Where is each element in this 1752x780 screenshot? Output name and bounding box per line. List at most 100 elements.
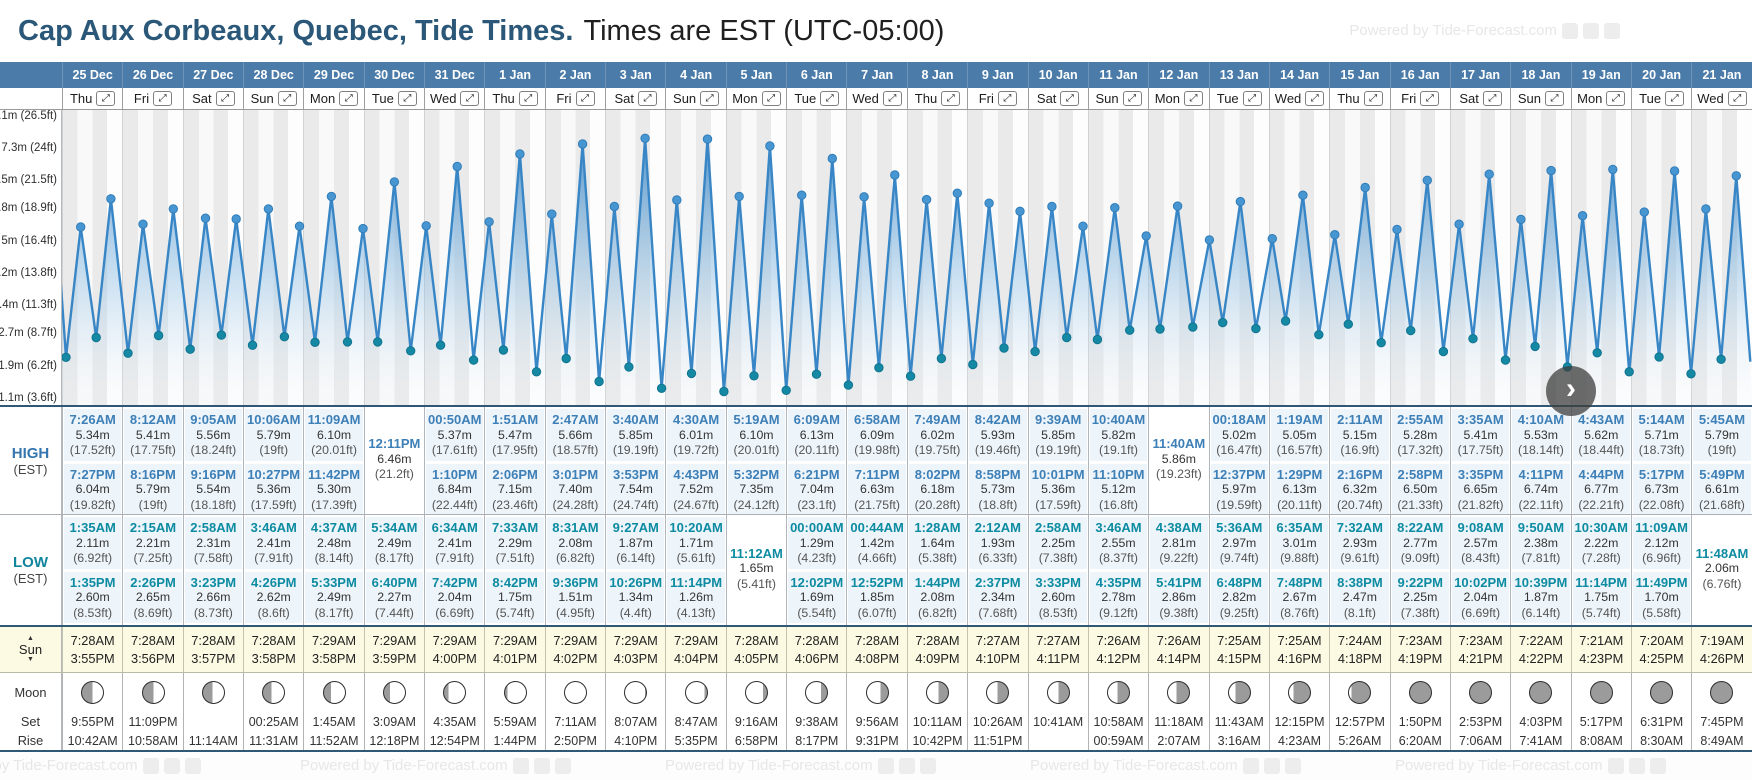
moonrise-row: Rise 10:42AM 10:58AM 11:14AM 11:31AM 11:52AM… xyxy=(0,731,1752,752)
low-tide-height-ft: (9.22ft) xyxy=(1159,551,1199,565)
sunset-time: 4:11PM xyxy=(1036,650,1080,666)
high-tide-time: 7:49AM xyxy=(914,412,961,427)
expand-day-button[interactable]: ⤢ xyxy=(1122,91,1142,106)
high-tide-cell: 6:09AM 6.13m (20.11ft) 6:21PM 7.04m (23.1ft) xyxy=(786,407,846,514)
high-tide-entry: 00:18AM 5.02m (16.47ft) xyxy=(1210,409,1268,461)
watermark-badge-icon xyxy=(1649,757,1666,774)
expand-day-button[interactable]: ⤢ xyxy=(1420,91,1440,106)
high-tide-height-ft: (21.68ft) xyxy=(1699,497,1745,512)
expand-day-button[interactable]: ⤢ xyxy=(997,91,1017,106)
weekday-label: Wed xyxy=(1697,91,1724,106)
weekday-cell: Wed ⤢ xyxy=(846,88,906,109)
high-tide-time: 4:10AM xyxy=(1517,412,1565,427)
high-tide-entry: 8:58PM 5.73m (18.8ft) xyxy=(969,463,1027,514)
high-tide-height-ft: (17.52ft) xyxy=(69,443,116,457)
moon-phase-icon xyxy=(624,681,648,704)
high-tide-entry: 4:43AM 5.62m (18.44ft) xyxy=(1572,409,1630,461)
low-tide-entry: 10:30AM 2.22m (7.28ft) xyxy=(1572,517,1630,569)
high-tide-cell: 00:18AM 5.02m (16.47ft) 12:37PM 5.97m (19.59f… xyxy=(1208,407,1269,514)
high-tide-time: 1:51AM xyxy=(491,412,539,427)
expand-day-button[interactable]: ⤢ xyxy=(277,91,297,106)
high-tide-time: 3:01PM xyxy=(552,466,599,482)
low-tide-height-ft: (6.69ft) xyxy=(1461,605,1501,620)
expand-day-button[interactable]: ⤢ xyxy=(153,91,173,106)
sunset-time: 3:58PM xyxy=(251,650,296,666)
expand-day-button[interactable]: ⤢ xyxy=(700,91,720,106)
high-tide-height-ft: (18.8ft) xyxy=(978,497,1018,512)
expand-day-button[interactable]: ⤢ xyxy=(1665,91,1685,106)
sun-sort-down-icon[interactable]: ▼ xyxy=(27,656,34,663)
expand-day-button[interactable]: ⤢ xyxy=(1606,91,1626,106)
sunset-time: 4:19PM xyxy=(1398,650,1443,666)
high-tide-entry: 2:06PM 7.15m (23.46ft) xyxy=(486,463,544,514)
high-tide-time: 6:21PM xyxy=(794,466,840,482)
expand-day-button[interactable]: ⤢ xyxy=(339,91,359,106)
high-tide-height-m: 6.01m xyxy=(679,427,714,442)
tide-extreme-dot xyxy=(561,353,571,364)
expand-day-button[interactable]: ⤢ xyxy=(1363,91,1383,106)
low-tide-height-ft: (8.43ft) xyxy=(1461,551,1501,565)
moon-phase-icon xyxy=(684,681,708,704)
high-tide-time: 3:53PM xyxy=(613,466,659,482)
expand-day-button[interactable]: ⤢ xyxy=(96,91,116,106)
expand-day-button[interactable]: ⤢ xyxy=(1242,91,1262,106)
tide-extreme-dot xyxy=(1577,211,1588,221)
expand-day-button[interactable]: ⤢ xyxy=(1060,91,1080,106)
tide-extreme-dot xyxy=(1654,352,1664,362)
expand-day-button[interactable]: ⤢ xyxy=(638,91,658,106)
date-header-cell: 2 Jan xyxy=(544,62,605,88)
low-tide-time: 1:44PM xyxy=(914,574,961,590)
expand-day-button[interactable]: ⤢ xyxy=(518,91,538,106)
tide-extreme-dot xyxy=(468,355,479,365)
expand-day-button[interactable]: ⤢ xyxy=(215,91,235,106)
high-tide-height-m: 5.47m xyxy=(497,427,533,442)
low-tide-entry: 7:32AM 2.93m (9.61ft) xyxy=(1331,517,1389,569)
high-tide-height-m: 5.79m xyxy=(256,427,291,442)
sunrise-time: 7:29AM xyxy=(432,632,477,648)
tide-extreme-dot xyxy=(1314,330,1324,340)
sunset-time: 3:57PM xyxy=(191,650,236,666)
expand-day-button[interactable]: ⤢ xyxy=(460,91,480,106)
weekday-label: Thu xyxy=(914,91,938,106)
expand-day-button[interactable]: ⤢ xyxy=(941,91,961,106)
sun-sort-up-icon[interactable]: ▲ xyxy=(27,635,34,642)
expand-day-button[interactable]: ⤢ xyxy=(1184,91,1203,106)
high-tide-height-m: 5.54m xyxy=(196,482,231,496)
sunrise-time: 7:23AM xyxy=(1458,632,1503,648)
high-tide-entry: 2:55AM 5.28m (17.32ft) xyxy=(1391,409,1449,461)
tide-extreme-dot xyxy=(734,191,744,202)
tide-extreme-dot xyxy=(1530,341,1540,352)
low-tide-entry: 00:00AM 1.29m (4.23ft) xyxy=(788,517,846,569)
high-tide-entry: 2:47AM 5.66m (18.57ft) xyxy=(546,409,605,461)
expand-day-button[interactable]: ⤢ xyxy=(397,91,417,106)
high-tide-time: 11:09AM xyxy=(307,412,361,427)
expand-day-button[interactable]: ⤢ xyxy=(1727,91,1747,106)
high-tide-cell: 8:42AM 5.93m (19.46ft) 8:58PM 5.73m (18.8ft) xyxy=(967,407,1027,514)
high-tide-cell: 2:47AM 5.66m (18.57ft) 3:01PM 7.40m (24.28ft) xyxy=(544,407,605,514)
expand-day-button[interactable]: ⤢ xyxy=(761,91,781,106)
low-tide-entry: 1:44PM 2.08m (6.82ft) xyxy=(908,571,967,623)
high-tide-height-m: 5.85m xyxy=(1041,427,1076,442)
expand-day-button[interactable]: ⤢ xyxy=(1482,91,1502,106)
low-tide-height-ft: (7.44ft) xyxy=(374,605,414,620)
high-tide-entry: 4:44PM 6.77m (22.21ft) xyxy=(1572,463,1630,514)
watermark-badge-icon xyxy=(1628,757,1645,774)
tide-extreme-dot xyxy=(342,337,353,347)
weekday-label: Thu xyxy=(492,91,515,106)
low-tide-entry: 2:15AM 2.21m (7.25ft) xyxy=(124,517,182,569)
expand-day-button[interactable]: ⤢ xyxy=(1305,91,1325,106)
moon-phase-cell xyxy=(967,673,1027,712)
high-tide-entry: 7:11PM 6.63m (21.75ft) xyxy=(848,463,906,514)
next-days-button[interactable]: › xyxy=(1546,366,1596,416)
expand-day-button[interactable]: ⤢ xyxy=(820,91,840,106)
sun-times-cell: 7:22AM 4:22PM xyxy=(1510,627,1570,672)
low-tide-entry: 11:12AM 1.65m (5.41ft) xyxy=(728,543,785,595)
expand-day-button[interactable]: ⤢ xyxy=(882,91,902,106)
sunset-time: 4:05PM xyxy=(734,650,779,666)
tide-extreme-dot xyxy=(656,383,667,393)
expand-day-button[interactable]: ⤢ xyxy=(1544,91,1564,106)
date-header-cell: 10 Jan xyxy=(1027,62,1088,88)
low-tide-height-m: 2.25m xyxy=(1403,590,1438,604)
weekday-cell: Sun ⤢ xyxy=(1087,88,1148,109)
expand-day-button[interactable]: ⤢ xyxy=(575,91,595,106)
